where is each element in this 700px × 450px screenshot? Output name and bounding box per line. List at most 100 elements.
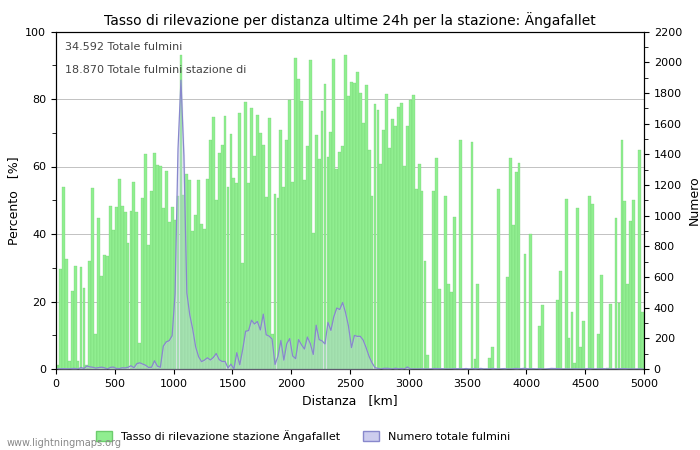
Bar [330, 132, 332, 369]
Bar [227, 187, 230, 369]
Text: www.lightningmaps.org: www.lightningmaps.org [7, 438, 122, 448]
Bar [606, 368, 609, 369]
Bar [424, 261, 426, 369]
Bar [141, 198, 144, 369]
Bar [259, 133, 262, 369]
Bar [597, 334, 600, 369]
Bar [433, 191, 435, 369]
Bar [365, 85, 368, 369]
Bar [168, 222, 171, 369]
Bar [359, 93, 362, 369]
Bar [524, 254, 526, 369]
Bar [450, 292, 453, 369]
Bar [374, 104, 377, 369]
Bar [323, 84, 326, 369]
Bar [318, 159, 321, 369]
Bar [223, 117, 227, 369]
Bar [435, 158, 438, 369]
Bar [512, 225, 514, 369]
Bar [315, 135, 318, 369]
Bar [200, 224, 203, 369]
Bar [150, 191, 153, 369]
X-axis label: Distanza   [km]: Distanza [km] [302, 394, 398, 407]
Bar [159, 166, 162, 369]
Bar [197, 180, 200, 369]
Bar [418, 163, 421, 369]
Bar [203, 230, 206, 369]
Bar [638, 150, 641, 369]
Bar [109, 206, 112, 369]
Bar [91, 188, 94, 369]
Bar [470, 142, 473, 369]
Bar [609, 304, 612, 369]
Bar [362, 123, 365, 369]
Bar [332, 59, 335, 369]
Bar [477, 284, 480, 369]
Bar [570, 311, 573, 369]
Bar [347, 95, 350, 369]
Bar [641, 312, 644, 369]
Bar [506, 277, 509, 369]
Bar [509, 158, 512, 369]
Y-axis label: Percento   [%]: Percento [%] [7, 156, 20, 244]
Text: 18.870 Totale fulmini stazione di: 18.870 Totale fulmini stazione di [65, 65, 246, 75]
Bar [588, 196, 591, 369]
Bar [394, 126, 397, 369]
Bar [406, 126, 409, 369]
Bar [262, 144, 265, 369]
Bar [426, 356, 429, 369]
Bar [538, 326, 541, 369]
Bar [276, 198, 279, 369]
Bar [377, 110, 379, 369]
Bar [80, 266, 83, 369]
Bar [147, 246, 150, 369]
Bar [529, 234, 532, 369]
Bar [491, 347, 494, 369]
Bar [68, 360, 71, 369]
Bar [164, 171, 168, 369]
Bar [85, 365, 88, 369]
Bar [517, 163, 521, 369]
Bar [341, 146, 344, 369]
Bar [297, 79, 300, 369]
Bar [274, 194, 276, 369]
Bar [286, 140, 288, 369]
Bar [576, 208, 580, 369]
Bar [256, 115, 259, 369]
Text: 34.592 Totale fulmini: 34.592 Totale fulmini [65, 42, 182, 52]
Bar [279, 130, 282, 369]
Bar [135, 212, 139, 369]
Bar [370, 196, 374, 369]
Bar [250, 108, 253, 369]
Bar [144, 154, 147, 369]
Bar [565, 199, 568, 369]
Bar [282, 187, 286, 369]
Bar [300, 101, 303, 369]
Bar [338, 152, 341, 369]
Bar [176, 196, 179, 369]
Bar [379, 164, 382, 369]
Bar [115, 207, 118, 369]
Bar [253, 156, 256, 369]
Bar [350, 82, 353, 369]
Bar [230, 134, 232, 369]
Bar [209, 140, 212, 369]
Bar [291, 182, 294, 369]
Bar [94, 333, 97, 369]
Bar [617, 302, 620, 369]
Bar [389, 148, 391, 369]
Bar [294, 58, 297, 369]
Y-axis label: Numero: Numero [687, 176, 700, 225]
Bar [353, 83, 356, 369]
Bar [212, 117, 215, 369]
Bar [188, 180, 191, 369]
Bar [629, 221, 632, 369]
Bar [626, 284, 629, 369]
Bar [191, 231, 194, 369]
Bar [568, 338, 570, 369]
Bar [356, 72, 359, 369]
Bar [171, 207, 174, 369]
Bar [453, 217, 456, 369]
Bar [620, 140, 624, 369]
Bar [179, 55, 183, 369]
